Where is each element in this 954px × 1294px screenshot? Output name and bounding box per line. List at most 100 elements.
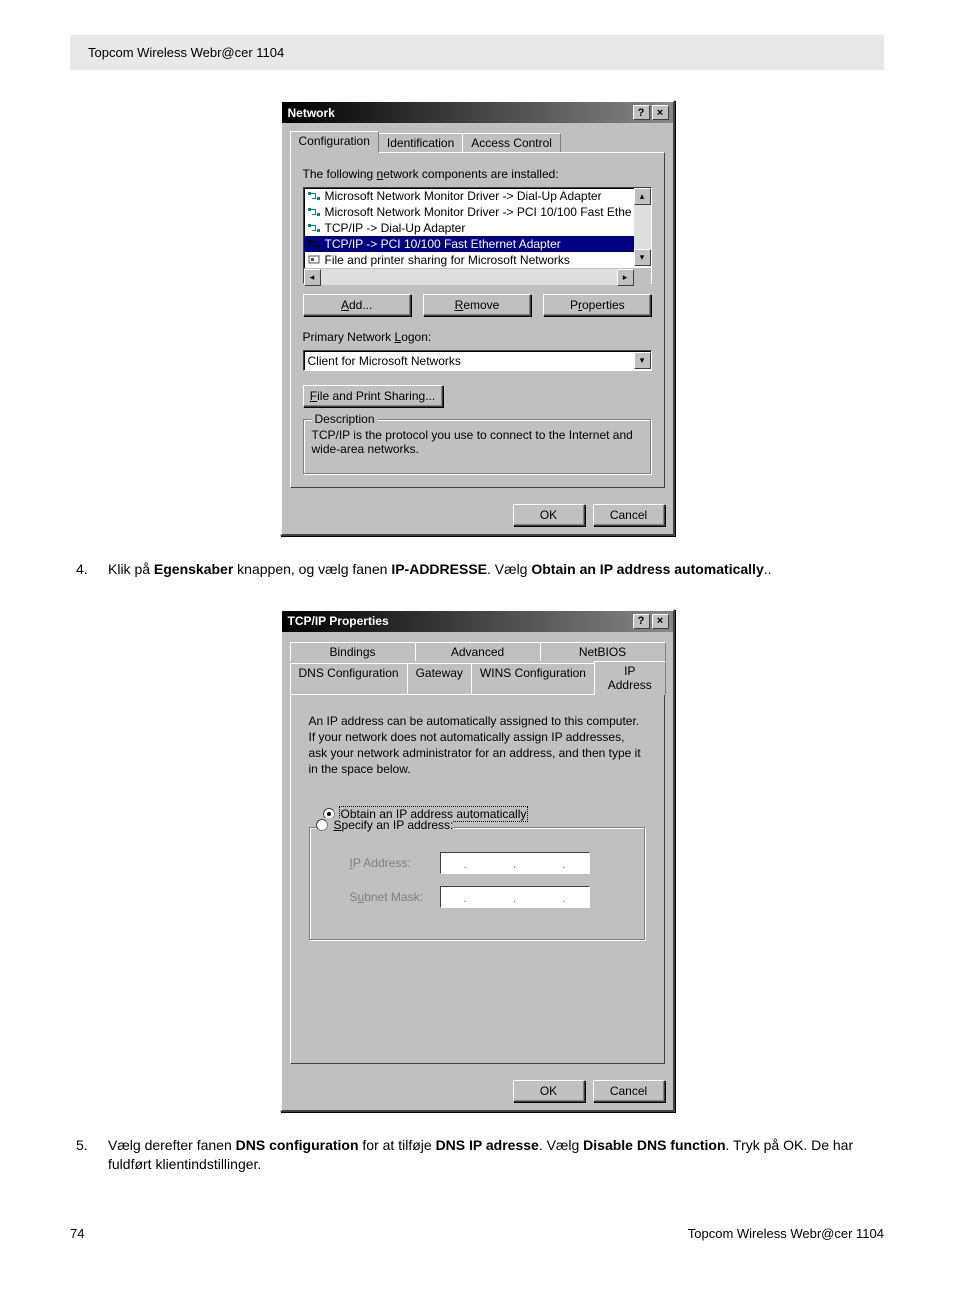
tcpip-title: TCP/IP Properties [286,614,631,628]
description-legend: Description [312,412,378,426]
tcpip-tabpage: An IP address can be automatically assig… [290,694,665,1064]
description-group: Description TCP/IP is the protocol you u… [303,419,652,475]
network-footer: OK Cancel [282,496,673,534]
radio-icon [316,819,328,831]
specify-group: Specify an IP address: IP Address: ... [309,827,646,941]
horizontal-scrollbar[interactable]: ◂ ▸ [304,268,651,285]
tab-access-control[interactable]: Access Control [462,133,561,152]
scroll-left-icon[interactable]: ◂ [304,269,321,286]
remove-u: R [455,298,464,312]
help-icon[interactable]: ? [633,105,650,120]
s5-t: for at tilføje [359,1137,436,1153]
components-listbox[interactable]: Microsoft Network Monitor Driver -> Dial… [303,187,652,284]
fps-rest: ile and Print Sharing... [317,389,435,403]
tab-advanced[interactable]: Advanced [415,642,541,661]
list-item[interactable]: File and printer sharing for Microsoft N… [304,252,634,268]
close-icon[interactable]: × [652,614,669,629]
subnet-label: Subnet Mask: [350,890,440,904]
add-button[interactable]: Add... [303,294,411,316]
ok-button[interactable]: OK [513,1080,585,1102]
network-dialog: Network ? × Configuration Identification… [280,100,675,536]
scroll-track[interactable] [321,269,617,285]
add-rest: dd... [349,298,372,312]
logon-pre: Primary Network [303,330,395,344]
cancel-button[interactable]: Cancel [593,1080,665,1102]
list-item-text: TCP/IP -> PCI 10/100 Fast Ethernet Adapt… [325,237,561,251]
footer-title: Topcom Wireless Webr@cer 1104 [688,1226,884,1241]
s4-b1: Egenskaber [154,561,233,577]
tab-bindings[interactable]: Bindings [290,642,416,661]
component-buttons: Add... Remove Properties [303,294,652,316]
r2r: pecify an IP address: [342,818,454,832]
subnet-input[interactable]: ... [440,886,590,908]
tab-gateway[interactable]: Gateway [407,663,472,694]
logon-value: Client for Microsoft Networks [308,354,634,368]
s5-t: . Vælg [539,1137,583,1153]
scroll-up-icon[interactable]: ▴ [634,188,651,205]
list-item-text: Microsoft Network Monitor Driver -> Dial… [325,189,602,203]
step-num: 4. [70,560,108,579]
tcpip-dialog: TCP/IP Properties ? × Bindings Advanced … [280,609,675,1112]
scroll-right-icon[interactable]: ▸ [617,269,634,286]
r2u: S [334,818,342,832]
subnet-row: Subnet Mask: ... [350,886,635,908]
s5-b1: DNS configuration [236,1137,359,1153]
tab-identification[interactable]: Identification [378,133,463,152]
protocol-icon [306,221,322,235]
step-body: Klik på Egenskaber knappen, og vælg fane… [108,560,884,579]
protocol-icon [306,189,322,203]
components-label-pre: The following [303,167,377,181]
list-item[interactable]: Microsoft Network Monitor Driver -> Dial… [304,188,634,204]
tcpip-footer: OK Cancel [282,1072,673,1110]
list-item[interactable]: Microsoft Network Monitor Driver -> PCI … [304,204,634,220]
tab-netbios[interactable]: NetBIOS [540,642,666,661]
tcpip-body-text: An IP address can be automatically assig… [309,713,646,778]
s4-b3: Obtain an IP address automatically [531,561,763,577]
logon-post: ogon: [401,330,431,344]
ip-address-input[interactable]: ... [440,852,590,874]
tab-ip-address[interactable]: IP Address [594,661,666,695]
tab-configuration[interactable]: Configuration [290,131,379,153]
s4-t: .. [764,561,772,577]
scroll-corner [634,269,651,286]
radio-label: Specify an IP address: [334,818,454,832]
scroll-track[interactable] [634,205,651,249]
s4-b2: IP-ADDRESSE [391,561,487,577]
list-item-text: File and printer sharing for Microsoft N… [325,253,570,267]
close-icon[interactable]: × [652,105,669,120]
protocol-icon [306,205,322,219]
radio-specify[interactable]: Specify an IP address: [316,818,454,832]
help-icon[interactable]: ? [633,614,650,629]
chevron-down-icon[interactable]: ▾ [634,352,651,369]
s4-t: . Vælg [487,561,531,577]
components-label-post: etwork components are installed: [383,167,558,181]
cancel-button[interactable]: Cancel [593,504,665,526]
remove-button[interactable]: Remove [423,294,531,316]
scroll-down-icon[interactable]: ▾ [634,249,651,266]
tab-dns[interactable]: DNS Configuration [290,663,408,694]
ip-label: IP Address: [350,856,440,870]
ok-button[interactable]: OK [513,504,585,526]
list-item-text: TCP/IP -> Dial-Up Adapter [325,221,466,235]
properties-button[interactable]: Properties [543,294,651,316]
page-header: Topcom Wireless Webr@cer 1104 [70,35,884,70]
description-text: TCP/IP is the protocol you use to connec… [312,428,643,456]
s4-t: knappen, og vælg fanen [233,561,391,577]
page-number: 74 [70,1226,84,1241]
ip-address-row: IP Address: ... [350,852,635,874]
step-4: 4. Klik på Egenskaber knappen, og vælg f… [70,560,884,579]
tab-wins[interactable]: WINS Configuration [471,663,595,694]
list-item-selected[interactable]: TCP/IP -> PCI 10/100 Fast Ethernet Adapt… [304,236,634,252]
list-item[interactable]: TCP/IP -> Dial-Up Adapter [304,220,634,236]
list-item-text: Microsoft Network Monitor Driver -> PCI … [325,205,632,219]
file-print-sharing-button[interactable]: File and Print Sharing... [303,385,443,407]
prop-pre: P [570,298,578,312]
logon-combo[interactable]: Client for Microsoft Networks ▾ [303,350,652,371]
network-tabs: Configuration Identification Access Cont… [290,131,665,152]
header-title: Topcom Wireless Webr@cer 1104 [88,45,284,60]
vertical-scrollbar[interactable]: ▴ ▾ [634,188,651,266]
s5-b3: Disable DNS function [583,1137,725,1153]
service-icon [306,253,322,267]
s5-t: Vælg derefter fanen [108,1137,236,1153]
s4-t: Klik på [108,561,154,577]
